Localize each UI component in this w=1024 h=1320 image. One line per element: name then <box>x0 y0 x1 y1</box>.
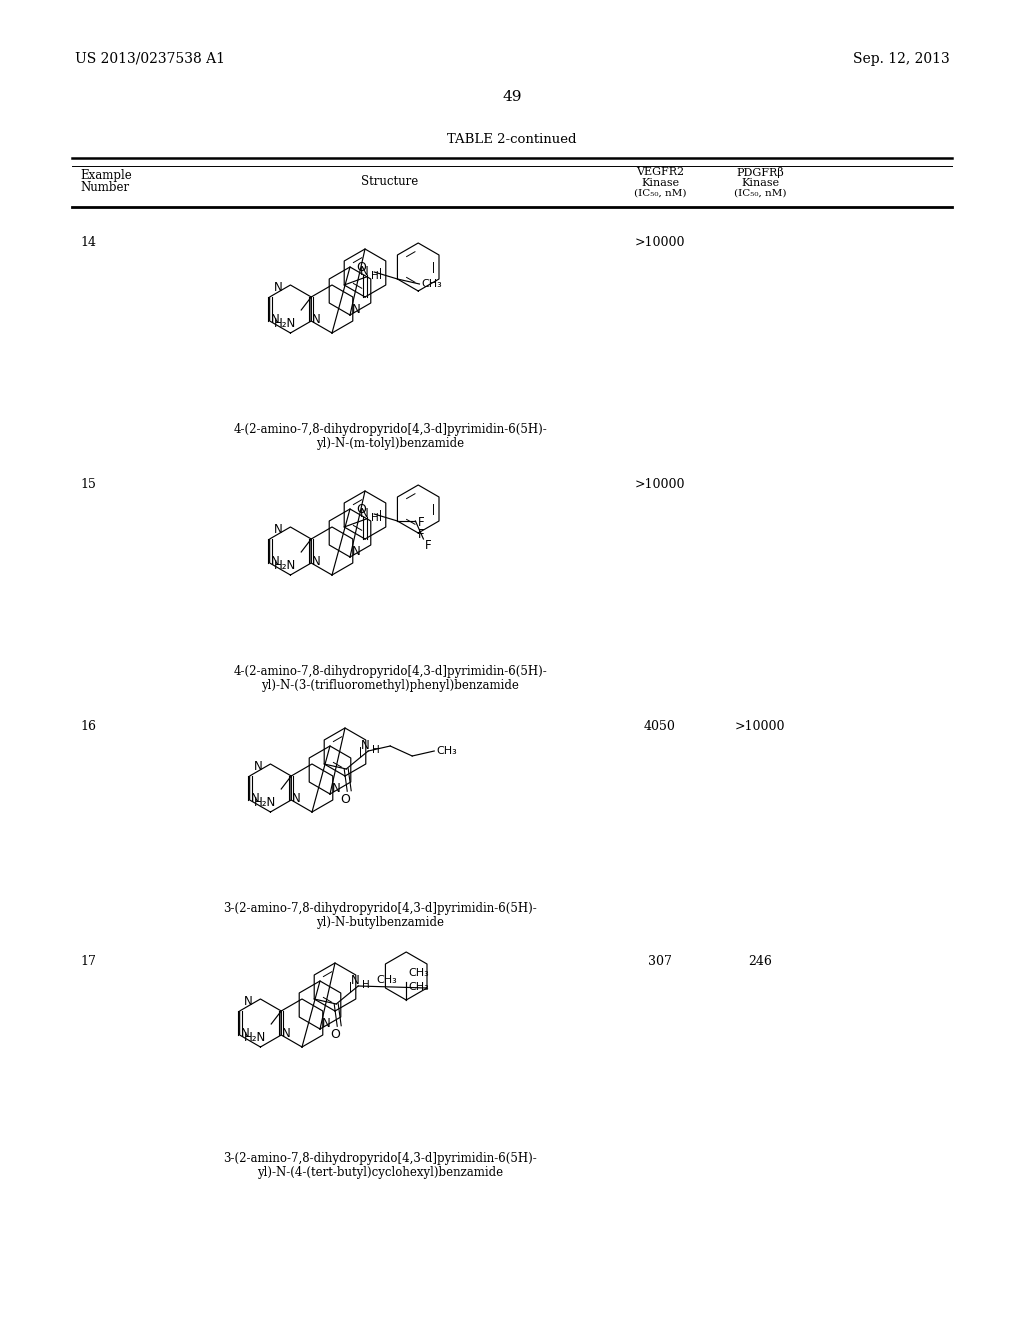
Text: N: N <box>359 507 369 520</box>
Text: N: N <box>312 313 321 326</box>
Text: 246: 246 <box>749 954 772 968</box>
Text: 15: 15 <box>80 478 96 491</box>
Text: 4050: 4050 <box>644 719 676 733</box>
Text: Number: Number <box>80 181 129 194</box>
Text: N: N <box>273 523 283 536</box>
Text: N: N <box>270 313 280 326</box>
Text: N: N <box>292 792 301 805</box>
Text: H₂N: H₂N <box>244 1031 266 1044</box>
Text: Structure: Structure <box>361 176 419 187</box>
Text: (IC₅₀, nM): (IC₅₀, nM) <box>734 189 786 198</box>
Text: H: H <box>372 744 380 755</box>
Text: N: N <box>241 1027 250 1040</box>
Text: CH₃: CH₃ <box>409 982 429 993</box>
Text: H₂N: H₂N <box>274 558 297 572</box>
Text: F: F <box>418 528 424 541</box>
Text: CH₃: CH₃ <box>409 968 429 978</box>
Text: 3-(2-amino-7,8-dihydropyrido[4,3-d]pyrimidin-6(5H)-: 3-(2-amino-7,8-dihydropyrido[4,3-d]pyrim… <box>223 1152 537 1166</box>
Text: H: H <box>362 979 370 990</box>
Text: N: N <box>352 304 360 315</box>
Text: >10000: >10000 <box>635 478 685 491</box>
Text: O: O <box>340 793 350 807</box>
Text: Kinase: Kinase <box>741 178 779 187</box>
Text: 14: 14 <box>80 236 96 249</box>
Text: O: O <box>356 503 366 516</box>
Text: N: N <box>270 554 280 568</box>
Text: N: N <box>332 781 341 795</box>
Text: CH₃: CH₃ <box>376 975 397 985</box>
Text: 49: 49 <box>502 90 522 104</box>
Text: >10000: >10000 <box>635 236 685 249</box>
Text: N: N <box>251 792 259 805</box>
Text: N: N <box>244 995 253 1008</box>
Text: TABLE 2-continued: TABLE 2-continued <box>447 133 577 147</box>
Text: CH₃: CH₃ <box>436 746 457 756</box>
Text: 4-(2-amino-7,8-dihydropyrido[4,3-d]pyrimidin-6(5H)-: 4-(2-amino-7,8-dihydropyrido[4,3-d]pyrim… <box>233 422 547 436</box>
Text: H₂N: H₂N <box>274 317 297 330</box>
Text: N: N <box>360 739 370 752</box>
Text: 307: 307 <box>648 954 672 968</box>
Text: yl)-N-(3-(trifluoromethyl)phenyl)benzamide: yl)-N-(3-(trifluoromethyl)phenyl)benzami… <box>261 678 519 692</box>
Text: 16: 16 <box>80 719 96 733</box>
Text: Kinase: Kinase <box>641 178 679 187</box>
Text: H₂N: H₂N <box>254 796 276 809</box>
Text: N: N <box>359 265 369 279</box>
Text: N: N <box>273 281 283 294</box>
Text: F: F <box>418 516 424 529</box>
Text: PDGFRβ: PDGFRβ <box>736 168 784 178</box>
Text: yl)-N-butylbenzamide: yl)-N-butylbenzamide <box>316 916 444 929</box>
Text: 4-(2-amino-7,8-dihydropyrido[4,3-d]pyrimidin-6(5H)-: 4-(2-amino-7,8-dihydropyrido[4,3-d]pyrim… <box>233 665 547 678</box>
Text: US 2013/0237538 A1: US 2013/0237538 A1 <box>75 51 225 66</box>
Text: >10000: >10000 <box>735 719 785 733</box>
Text: N: N <box>283 1027 291 1040</box>
Text: O: O <box>331 1028 340 1041</box>
Text: Sep. 12, 2013: Sep. 12, 2013 <box>853 51 950 66</box>
Text: N: N <box>254 760 262 774</box>
Text: 17: 17 <box>80 954 96 968</box>
Text: (IC₅₀, nM): (IC₅₀, nM) <box>634 189 686 198</box>
Text: H: H <box>372 513 379 523</box>
Text: yl)-N-(4-(tert-butyl)cyclohexyl)benzamide: yl)-N-(4-(tert-butyl)cyclohexyl)benzamid… <box>257 1166 503 1179</box>
Text: H: H <box>372 271 379 281</box>
Text: yl)-N-(m-tolyl)benzamide: yl)-N-(m-tolyl)benzamide <box>316 437 464 450</box>
Text: N: N <box>351 974 359 987</box>
Text: Example: Example <box>80 169 132 182</box>
Text: CH₃: CH₃ <box>422 279 442 289</box>
Text: F: F <box>424 539 431 552</box>
Text: N: N <box>312 554 321 568</box>
Text: 3-(2-amino-7,8-dihydropyrido[4,3-d]pyrimidin-6(5H)-: 3-(2-amino-7,8-dihydropyrido[4,3-d]pyrim… <box>223 902 537 915</box>
Text: N: N <box>352 545 360 558</box>
Text: VEGFR2: VEGFR2 <box>636 168 684 177</box>
Text: O: O <box>356 261 366 275</box>
Text: N: N <box>322 1016 331 1030</box>
